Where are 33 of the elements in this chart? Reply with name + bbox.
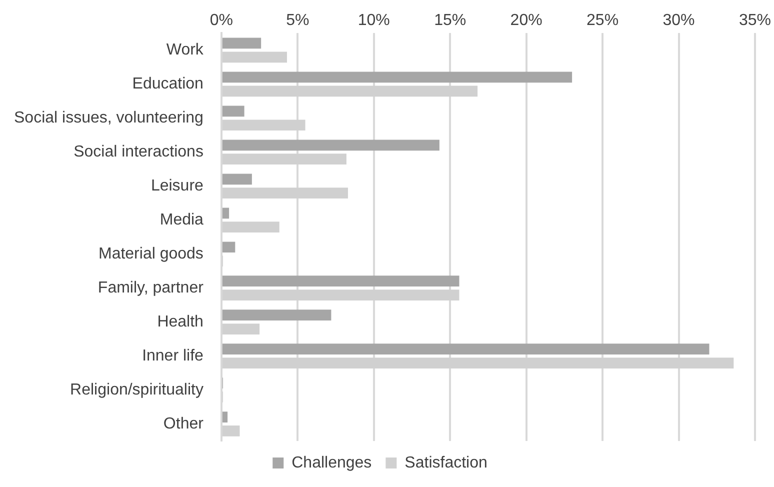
bar [222,72,572,83]
bar [222,106,244,117]
bar [222,344,710,355]
y-tick-label: Media [160,212,204,229]
x-tick-label: 35% [738,12,772,30]
x-tick-label: 5% [286,12,310,30]
x-tick-label: 20% [510,12,542,30]
bar [222,208,230,219]
bar [222,310,332,321]
y-tick-label: Leisure [150,178,204,195]
legend-label: Challenges [292,454,372,472]
bar [222,412,228,422]
bar [222,242,236,253]
x-tick-label: 25% [586,12,619,30]
x-tick-label: 0% [210,12,233,30]
y-tick-label: Social interactions [74,144,204,161]
bar [222,276,460,287]
y-tick-label: Education [132,76,204,93]
y-tick-label: Social issues, volunteering [14,110,204,127]
y-tick-label: Family, partner [98,279,204,296]
y-tick-label: Health [157,313,204,330]
legend-label: Satisfaction [404,454,488,472]
y-tick-label: Religion/spirituality [70,381,204,398]
y-tick-label: Other [163,415,204,432]
x-tick-label: 15% [434,12,466,30]
x-tick-label: 10% [358,12,390,30]
y-tick-label: Material goods [98,246,204,262]
y-tick-label: Inner life [142,347,204,364]
bar [222,140,440,151]
bar [222,38,262,49]
x-tick-label: 30% [662,12,695,30]
bar [222,174,252,185]
y-tick-label: Work [166,42,204,59]
